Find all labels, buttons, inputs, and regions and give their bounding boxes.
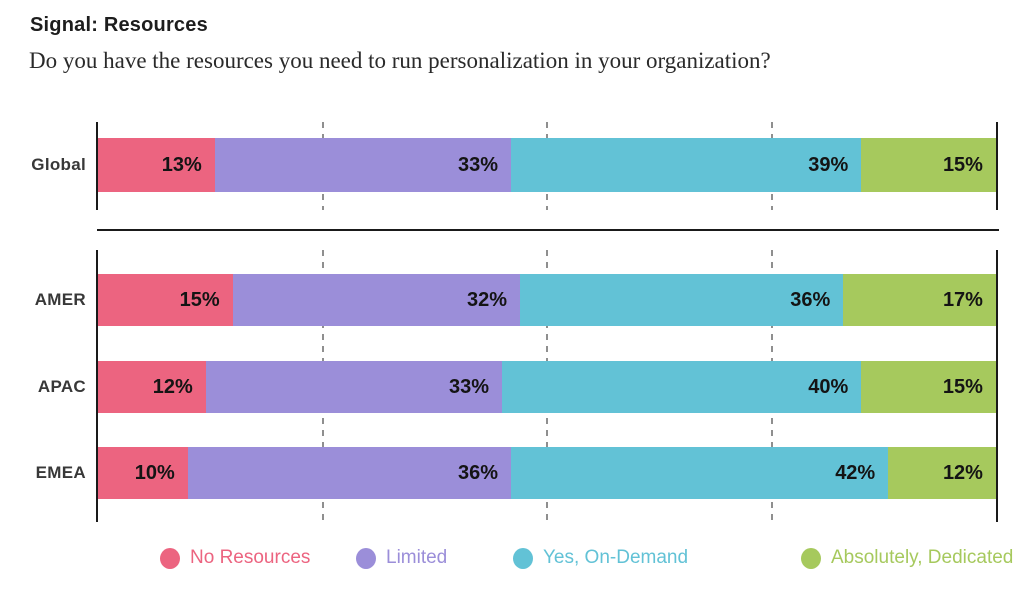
legend-label-yes-on-demand: Yes, On-Demand [543, 547, 689, 568]
segment-emea-absolutely-dedicated: 12% [888, 447, 996, 499]
segment-value-label: 17% [942, 288, 983, 311]
segment-amer-limited: 32% [232, 274, 521, 326]
segment-emea-limited: 36% [187, 447, 512, 499]
chart-legend: No Resources Limited Yes, On-Demand Absolut… [160, 545, 1013, 571]
segment-value-label: 33% [449, 375, 490, 398]
row-label-global: Global [31, 155, 86, 174]
row-label-amer: AMER [34, 290, 86, 309]
segment-value-label: 36% [458, 461, 499, 484]
segment-amer-yes-on-demand: 36% [520, 274, 844, 326]
segment-apac-absolutely-dedicated: 15% [861, 361, 996, 413]
plot-area: 13% 33% 39% 15% [96, 122, 998, 210]
legend-label-limited: Limited [386, 547, 448, 568]
segment-value-label: 36% [790, 288, 831, 311]
legend-marker-limited [356, 547, 376, 569]
bar-row-apac: 12% 33% 40% 15% [98, 361, 996, 413]
segment-value-label: 15% [942, 375, 983, 398]
segment-value-label: 15% [942, 153, 983, 176]
legend-label-no-resources: No Resources [190, 547, 311, 568]
page-title: Signal: Resources [30, 14, 208, 36]
segment-value-label: 12% [942, 461, 983, 484]
plot-area: 15% 32% 36% 17% 12% 33% 40% 15% 10% 36% 42% 12% [96, 250, 998, 522]
bar-row-amer: 15% 32% 36% 17% [98, 274, 996, 326]
legend-label-absolutely-dedicated: Absolutely, Dedicated [831, 547, 1014, 568]
bar-row-global: 13% 33% 39% 15% [98, 138, 996, 192]
segment-amer-no-resources: 15% [98, 274, 233, 326]
segment-value-label: 42% [835, 461, 876, 484]
legend-item-absolutely-dedicated: Absolutely, Dedicated [801, 547, 1013, 569]
segment-apac-yes-on-demand: 40% [502, 361, 862, 413]
segment-global-limited: 33% [214, 138, 512, 192]
legend-marker-absolutely-dedicated [801, 547, 821, 569]
segment-value-label: 15% [179, 288, 220, 311]
segment-apac-limited: 33% [205, 361, 503, 413]
legend-item-yes-on-demand: Yes, On-Demand [513, 547, 801, 569]
segment-global-absolutely-dedicated: 15% [861, 138, 996, 192]
segment-value-label: 32% [467, 288, 508, 311]
segment-value-label: 12% [152, 375, 193, 398]
row-label-emea: EMEA [35, 463, 86, 482]
segment-global-yes-on-demand: 39% [511, 138, 862, 192]
survey-question: Do you have the resources you need to ru… [29, 48, 771, 73]
row-label-apac: APAC [37, 377, 86, 396]
segment-global-no-resources: 13% [98, 138, 215, 192]
segment-value-label: 13% [161, 153, 202, 176]
segment-value-label: 39% [808, 153, 849, 176]
segment-value-label: 10% [134, 461, 175, 484]
legend-item-limited: Limited [356, 547, 513, 569]
regions-chart: AMER APAC EMEA 15% 32% 36% 17% 12% 33% 40% 15% 10% 3… [0, 250, 1024, 522]
segment-value-label: 33% [458, 153, 499, 176]
segment-value-label: 40% [808, 375, 849, 398]
segment-emea-yes-on-demand: 42% [511, 447, 889, 499]
bar-row-emea: 10% 36% 42% 12% [98, 447, 996, 499]
segment-emea-no-resources: 10% [98, 447, 188, 499]
legend-marker-yes-on-demand [513, 547, 533, 569]
segment-apac-no-resources: 12% [98, 361, 206, 413]
chart-divider [97, 229, 999, 231]
segment-amer-absolutely-dedicated: 17% [843, 274, 996, 326]
global-chart: Global 13% 33% 39% 15% [0, 122, 1024, 210]
legend-item-no-resources: No Resources [160, 547, 356, 569]
legend-marker-no-resources [160, 547, 180, 569]
